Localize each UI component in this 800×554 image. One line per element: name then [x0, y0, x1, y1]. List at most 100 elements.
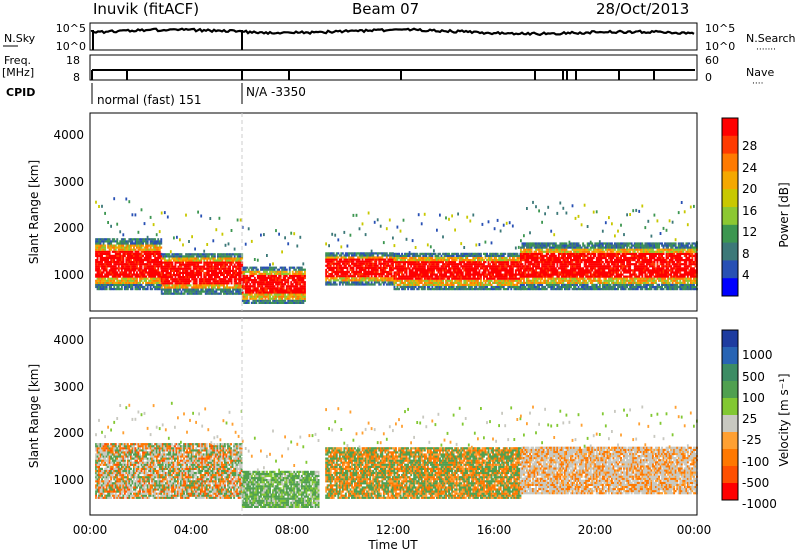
- range-cell: [174, 257, 177, 260]
- range-cell: [502, 223, 505, 227]
- range-cell: [183, 288, 186, 291]
- range-cell: [206, 269, 209, 272]
- range-cell: [139, 279, 141, 282]
- range-cell: [363, 252, 366, 255]
- range-cell: [369, 283, 372, 286]
- range-cell: [98, 288, 100, 291]
- range-cell: [495, 263, 498, 266]
- range-cell: [165, 278, 168, 281]
- range-cell: [338, 270, 341, 274]
- range-cell: [128, 275, 131, 278]
- range-cell: [369, 270, 372, 274]
- range-cell: [191, 259, 194, 262]
- range-cell: [221, 232, 224, 236]
- range-cell: [204, 284, 207, 287]
- range-cell: [253, 258, 256, 261]
- range-cell: [114, 240, 117, 243]
- range-cell: [119, 283, 122, 286]
- range-cell: [290, 301, 293, 304]
- range-cell: [357, 270, 359, 274]
- range-cell: [382, 283, 385, 286]
- range-cell: [326, 264, 329, 267]
- range-cell: [463, 261, 466, 264]
- range-cell: [194, 292, 197, 295]
- range-cell: [478, 271, 481, 274]
- range-cell: [264, 268, 267, 271]
- range-cell: [163, 282, 166, 285]
- range-cell: [140, 261, 143, 264]
- range-cell: [272, 283, 274, 286]
- range-cell: [238, 276, 241, 279]
- range-cell: [183, 255, 186, 258]
- range-cell: [104, 265, 107, 268]
- range-cell: [272, 270, 274, 273]
- range-cell: [229, 253, 231, 256]
- range-cell: [247, 289, 250, 292]
- range-cell: [291, 283, 294, 286]
- range-cell: [287, 272, 290, 275]
- range-cell: [290, 276, 293, 280]
- range-cell: [152, 246, 155, 249]
- range-cell: [194, 284, 197, 287]
- range-cell: [379, 277, 382, 280]
- range-cell: [206, 284, 209, 287]
- range-cell: [297, 299, 300, 302]
- range-cell: [299, 272, 302, 275]
- range-cell: [423, 265, 426, 268]
- range-cell: [364, 264, 367, 267]
- range-cell: [200, 273, 203, 277]
- range-cell: [269, 283, 271, 286]
- range-cell: [101, 277, 103, 280]
- range-cell: [288, 270, 291, 273]
- range-cell: [352, 270, 355, 274]
- range-cell: [270, 287, 273, 290]
- range-cell: [140, 267, 143, 270]
- range-cell: [209, 276, 212, 279]
- range-cell: [354, 283, 356, 286]
- range-cell: [195, 267, 198, 270]
- range-cell: [275, 289, 277, 292]
- range-cell: [122, 259, 125, 262]
- range-cell: [343, 281, 346, 284]
- range-cell: [133, 263, 135, 266]
- range-cell: [218, 276, 221, 279]
- range-cell: [158, 261, 161, 264]
- range-cell: [154, 259, 157, 262]
- range-cell: [149, 248, 152, 251]
- range-cell: [223, 271, 225, 275]
- range-cell: [393, 244, 396, 248]
- range-cell: [142, 238, 144, 241]
- range-cell: [195, 286, 198, 289]
- range-cell: [155, 281, 158, 284]
- range-cell: [142, 250, 144, 253]
- range-cell: [293, 279, 296, 282]
- range-cell: [192, 286, 195, 289]
- range-cell: [105, 256, 108, 260]
- range-cell: [136, 244, 138, 247]
- range-cell: [185, 263, 187, 266]
- range-cell: [460, 263, 463, 266]
- range-cell: [255, 301, 258, 304]
- range-cell: [136, 261, 138, 264]
- range-cell: [398, 273, 400, 276]
- range-cell: [186, 286, 189, 289]
- range-cell: [163, 278, 166, 281]
- range-cell: [329, 262, 332, 265]
- range-cell: [355, 270, 358, 274]
- range-cell: [344, 252, 347, 255]
- range-cell: [162, 265, 165, 268]
- range-cell: [160, 290, 163, 293]
- range-cell: [104, 267, 107, 270]
- range-cell: [102, 240, 105, 243]
- range-cell: [358, 283, 361, 286]
- range-cell: [180, 282, 183, 285]
- range-cell: [218, 263, 221, 266]
- range-cell: [173, 265, 175, 268]
- range-cell: [252, 297, 255, 300]
- range-cell: [247, 276, 250, 280]
- range-cell: [173, 290, 175, 293]
- range-cell: [174, 288, 177, 291]
- range-cell: [101, 259, 103, 262]
- range-cell: [134, 259, 137, 262]
- range-cell: [334, 281, 337, 284]
